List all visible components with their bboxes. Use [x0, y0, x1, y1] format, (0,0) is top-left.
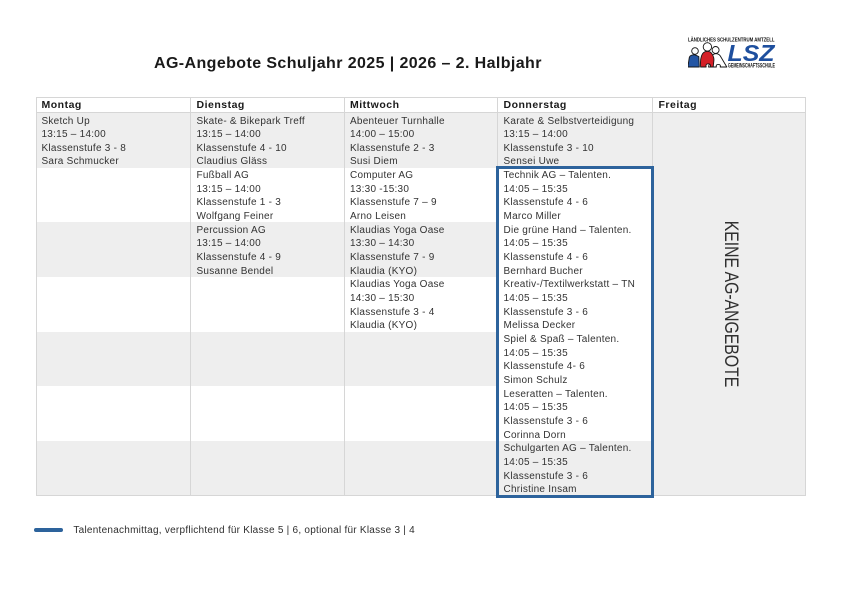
svg-text:GEMEINSCHAFTSSCHULE: GEMEINSCHAFTSSCHULE — [728, 64, 775, 69]
svg-text:LÄNDLICHES SCHULZENTRUM AMTZEL: LÄNDLICHES SCHULZENTRUM AMTZELL — [688, 36, 775, 43]
svg-text:LSZ: LSZ — [728, 40, 777, 66]
